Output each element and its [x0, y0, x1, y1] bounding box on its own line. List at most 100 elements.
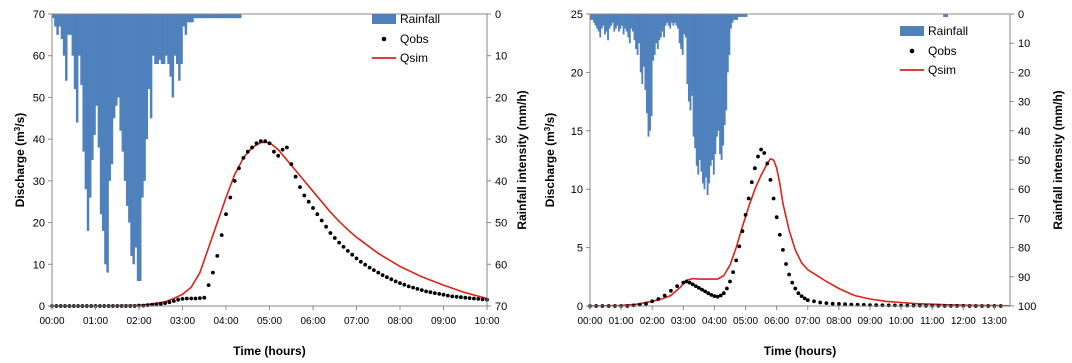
rainfall-bar	[141, 14, 144, 198]
rainfall-bar	[664, 14, 667, 26]
rainfall-bar	[694, 14, 697, 149]
rainfall-bar	[91, 14, 94, 160]
qobs-point	[771, 196, 776, 201]
qobs-point	[224, 212, 228, 217]
rainfall-bar	[633, 14, 636, 41]
rainfall-bar	[731, 14, 734, 23]
qobs-point	[354, 256, 359, 261]
qobs-point	[272, 149, 276, 154]
x-tick-label: 09:00	[857, 316, 882, 327]
y-tick-label-right: 0	[495, 9, 501, 21]
qobs-point	[644, 301, 648, 306]
rainfall-bar	[62, 14, 66, 56]
rainfall-bar	[156, 14, 159, 65]
left-axis-ticks: 0 5 10 15 20 25	[571, 9, 590, 313]
rainfall-bar	[702, 14, 704, 184]
x-tick-label: 04:00	[702, 316, 727, 327]
qobs-point	[424, 289, 428, 294]
qobs-point	[787, 272, 791, 277]
x-tick-label: 06:00	[764, 316, 789, 327]
qobs-point	[406, 284, 411, 289]
qobs-point	[690, 282, 695, 287]
qobs-point	[332, 236, 337, 240]
qobs-point	[843, 302, 847, 307]
y-tick-label-left: 40	[33, 134, 45, 146]
y-tick-label-left: 70	[33, 9, 45, 21]
qobs-point	[631, 303, 636, 308]
rainfall-bar	[54, 14, 57, 27]
x-tick-label: 00:00	[39, 316, 64, 327]
rainfall-bar	[134, 14, 138, 248]
rainfall-bar	[632, 14, 634, 32]
rainfall-bar	[607, 14, 609, 41]
y-tick-label-left: 0	[577, 301, 583, 313]
rainfall-bar	[590, 14, 592, 20]
rainfall-bar	[677, 14, 679, 29]
legend-qobs-marker	[909, 48, 915, 54]
rainfall-bar	[202, 14, 205, 19]
rainfall-bar	[744, 14, 746, 17]
rainfall-bar	[217, 14, 220, 19]
rainfall-bar	[672, 14, 675, 26]
y-axis-label-left: Discharge (m3/s)	[13, 113, 28, 208]
qobs-point	[765, 161, 770, 166]
rainfall-bar	[197, 14, 201, 19]
rainfall-bar	[184, 14, 188, 35]
rainfall-bar	[97, 14, 101, 148]
rainfall-bar	[944, 14, 947, 17]
rainfall-bar	[692, 14, 695, 137]
rainfall-bar	[221, 14, 225, 19]
legend-qobs-marker	[381, 36, 387, 42]
legend: Rainfall Qobs Qsim	[900, 24, 968, 77]
rainfall-bar	[728, 14, 731, 55]
qobs-point	[241, 156, 246, 160]
rainfall-bar	[115, 14, 118, 106]
qobs-point	[350, 252, 355, 257]
rainfall-bar	[226, 14, 229, 19]
qobs-point	[759, 147, 763, 152]
qobs-point	[341, 244, 346, 249]
rainfall-bar	[230, 14, 233, 19]
legend-qobs-label: Qobs	[400, 32, 429, 46]
x-tick-label: 08:00	[387, 316, 412, 327]
qobs-point	[245, 149, 250, 154]
rainfall-bar	[698, 14, 701, 160]
y-tick-label-right: 20	[1018, 67, 1030, 79]
x-tick-label: 13:00	[982, 316, 1007, 327]
x-tick-label: 10:00	[889, 316, 914, 327]
x-tick-label: 03:00	[170, 316, 195, 327]
rainfall-bar	[178, 14, 181, 81]
rainfall-bar	[730, 14, 732, 29]
x-tick-label: 05:00	[733, 316, 758, 327]
qobs-point	[812, 299, 816, 304]
y-axis-label-right: Rainfall intensity (mm/h)	[515, 90, 529, 229]
qobs-point	[703, 289, 707, 294]
qobs-point	[454, 294, 459, 299]
rainfall-bar	[611, 14, 614, 23]
rainfall-bar	[130, 14, 133, 256]
rainfall-bar	[147, 14, 151, 90]
qobs-point	[432, 291, 437, 295]
right-axis-ticks: 0 10 20 30 40 50 60 70	[487, 9, 507, 313]
y-tick-label-right: 10	[1018, 38, 1030, 50]
qobs-point	[398, 281, 402, 285]
qobs-point	[298, 185, 302, 190]
rainfall-bar	[95, 14, 98, 106]
rainfall-bar	[171, 14, 175, 98]
rainfall-bar	[614, 14, 617, 29]
rainfall-bar	[613, 14, 616, 32]
left-axis-ticks: 0 10 20 30 40 50 60 70	[33, 9, 52, 313]
rainfall-bar	[723, 14, 726, 125]
rainfall-bar	[705, 14, 707, 178]
rainfall-bar	[674, 14, 676, 23]
rainfall-bar	[720, 14, 723, 160]
right-axis-ticks: 0 10 20 30 40 50 60 70 80 90 100	[1010, 9, 1036, 313]
rainfall-bar	[123, 14, 127, 181]
qobs-point	[363, 262, 368, 267]
y-tick-label-left: 5	[577, 243, 583, 255]
qobs-point	[781, 248, 785, 252]
qobs-point	[756, 154, 760, 159]
qobs-point	[158, 302, 163, 306]
